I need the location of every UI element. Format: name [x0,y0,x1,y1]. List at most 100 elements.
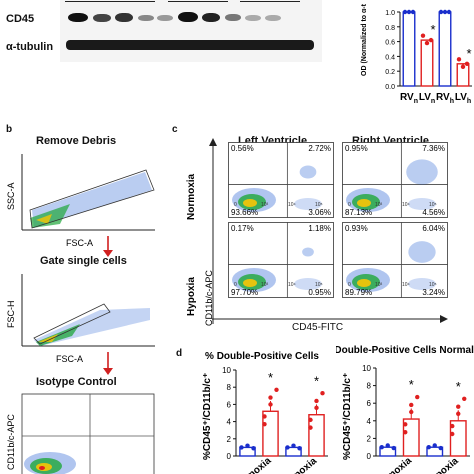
panel-a-xtick: LVn [419,92,435,105]
gate-plot-debris: SSC-A FSC-A [6,154,155,248]
flow-arrow-1 [103,236,113,257]
panel-d-dot [262,421,267,427]
panel-d-significance: * [268,370,273,385]
quadrant-pct-br: 3.06% [308,208,331,217]
row-header-normoxia: Normoxia [186,173,197,220]
panel-d-xtick: ypoxia [288,455,320,474]
quadrant-plot-2: 0.17% 1.18% 97.70% 0.95% 0 10³ 10⁴ 10⁵ [228,222,334,298]
panel-a-dot [410,9,416,15]
quadrant-pct-bl: 97.70% [231,288,258,297]
panel-d-dot [297,446,302,451]
quadrant-xtick: 10⁴ [288,282,296,288]
panel-d-dot [314,398,319,404]
panel-a-ytick: 1.0 [385,10,395,17]
quadrant-pct-br: 4.56% [422,208,445,217]
panel-a-dot [424,40,430,46]
quadrant-plot-3: 0.93% 6.04% 89.79% 3.24% 0 10³ 10⁴ 10⁵ [342,222,448,298]
panel-d-dot [285,445,290,450]
flow-arrow-2 [103,352,113,375]
panel-d-dot [320,391,325,396]
panel-d-ytick: 0 [367,452,372,461]
panel-c-ylabel: CD11b/c-APC [204,270,214,326]
panel-d-dot [450,431,455,437]
panel-d-dot [291,443,296,448]
western-blot-image [60,0,322,62]
positive-population [406,159,438,185]
quadrant-xtick: 10³ [375,282,383,288]
panel-c-x-arrow [212,315,448,323]
panel-a-bar-RVh [438,11,452,87]
panel-d-chart-2: % Double-Positive Cells Normalized %CD45… [336,345,474,474]
quadrant-pct-tl: 0.17% [231,224,254,233]
panel-d-dot [415,394,420,400]
panel-d-chart-2-title: % Double-Positive Cells Normalized [336,345,474,356]
quadrant-xtick: 10³ [375,202,383,208]
gate-step-2-title: Gate single cells [40,255,127,267]
gate-plot-debris-xlabel: FSC-A [66,238,93,248]
quadrant-pct-br: 3.24% [422,288,445,297]
quadrant-xtick: 10⁵ [315,282,323,288]
quadrant-pct-bl: 87.13% [345,208,372,217]
panel-d-ytick: 4 [367,417,372,426]
panel-d-ytick: 10 [222,366,231,375]
quadrant-plot-1: 0.95% 7.36% 87.13% 4.56% 0 10³ 10⁴ 10⁵ [342,142,448,218]
panel-d-chart-2-ylabel: %CD45⁺/CD11b/c⁺ [342,373,353,460]
panel-c-y-arrow [209,138,217,324]
quadrant-xtick: 10⁴ [402,282,410,288]
panel-d-ytick: 6 [227,400,232,409]
panel-d-dot [308,425,313,430]
panel-d-ytick: 8 [367,382,372,391]
panel-d-dot [450,423,455,429]
panel-d-significance: * [456,379,461,394]
panel-d-ytick: 6 [367,399,372,408]
row-header-hypoxia: Hypoxia [186,277,197,316]
panel-d-dot [245,443,250,448]
panel-d-dot [251,446,256,451]
panel-d-chart-1-title: % Double-Positive Cells [205,351,319,362]
panel-d-significance: * [314,373,319,388]
panel-d-dot [308,417,313,423]
panel-a-dot [402,9,408,15]
panel-a-bar-RVn [402,11,416,87]
quadrant-pct-br: 0.95% [308,288,331,297]
quadrant-xtick: 10⁴ [402,202,410,208]
panel-d-dot [403,422,408,427]
panel-a-significance: * [430,22,435,37]
panel-d-chart-1-ylabel: %CD45⁺/CD11b/c⁺ [202,373,213,460]
panel-c-label: c [172,124,178,135]
panel-a-dot [464,61,470,66]
quadrant-pct-tl: 0.93% [345,224,368,233]
quadrant-xtick: 10³ [261,282,269,288]
panel-c-xlabel: CD45-FITC [292,322,344,333]
panel-d-ytick: 0 [227,452,232,461]
panel-d-dot [438,445,443,451]
panel-a-bar-LVh [456,63,470,87]
panel-d-dot [239,445,244,450]
quadrant-xtick: 0 [348,282,351,288]
cd45-population [408,198,436,210]
panel-a-xtick: RVn [400,92,418,105]
quadrant-frame [228,142,334,218]
population-center [357,279,371,287]
quadrant-pct-tr: 6.04% [422,224,445,233]
panel-d-bar [402,418,420,457]
panel-a-ylabel: OD (Normalized to α-t [361,3,368,76]
panel-a-bar-LVn [420,39,434,87]
panel-b-label: b [6,124,13,135]
panel-d-dot [391,445,396,451]
gate-plot-single-cells: FSC-H FSC-A [6,274,155,364]
positive-population [299,165,317,179]
cd45-population [294,278,322,290]
population-center [243,199,257,207]
quadrant-xtick: 0 [234,202,237,208]
blot-label-tubulin: α-tubulin [6,41,54,53]
quadrant-pct-bl: 93.66% [231,208,258,217]
panel-a-xtick: LVh [455,92,471,105]
panel-d-chart-1: % Double-Positive Cells %CD45⁺/CD11b/c⁺ … [202,351,328,474]
panel-d-ytick: 4 [227,418,232,427]
cd45-population [408,278,436,290]
panel-d-dot [262,414,267,419]
positive-population [408,241,436,263]
quadrant-xtick: 0 [234,282,237,288]
panel-c-row-labels: Normoxia Hypoxia CD11b/c-APC [186,173,214,326]
